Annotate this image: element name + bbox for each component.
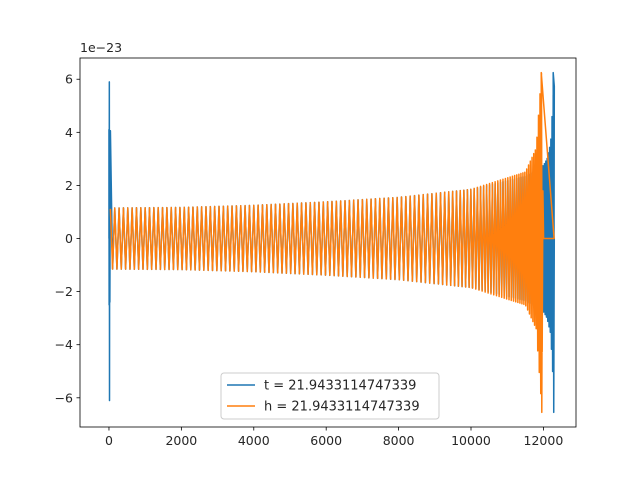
legend-label-t: t = 21.9433114747339: [264, 379, 416, 394]
x-tick-label: 12000: [524, 433, 564, 448]
x-tick-label: 6000: [310, 433, 342, 448]
y-tick-label: 0: [65, 231, 73, 246]
legend-box: [220, 372, 440, 420]
y-tick-label: −6: [55, 390, 73, 405]
x-tick-label: 10000: [451, 433, 491, 448]
x-axis: 0 2000 4000 6000 8000 10000 12000: [105, 427, 563, 448]
axes-border: [79, 57, 577, 428]
series-line-h: [109, 71, 555, 414]
x-tick-label: 4000: [238, 433, 270, 448]
y-axis: −6 −4 −2 0 2 4 6: [55, 72, 80, 405]
axes-frame: [79, 57, 577, 428]
plot-area: [108, 71, 556, 414]
legend-label-h: h = 21.9433114747339: [264, 400, 420, 415]
y-axis-offset-text: 1e−23: [80, 40, 122, 55]
legend: t = 21.9433114747339 h = 21.9433114747339: [220, 372, 440, 420]
x-tick-label: 8000: [383, 433, 415, 448]
x-tick-label: 2000: [165, 433, 197, 448]
y-tick-label: 2: [65, 178, 73, 193]
y-tick-label: 4: [65, 125, 73, 140]
x-tick-label: 0: [105, 433, 113, 448]
y-tick-label: −2: [55, 284, 73, 299]
y-tick-label: 6: [65, 72, 73, 87]
y-tick-label: −4: [55, 337, 73, 352]
